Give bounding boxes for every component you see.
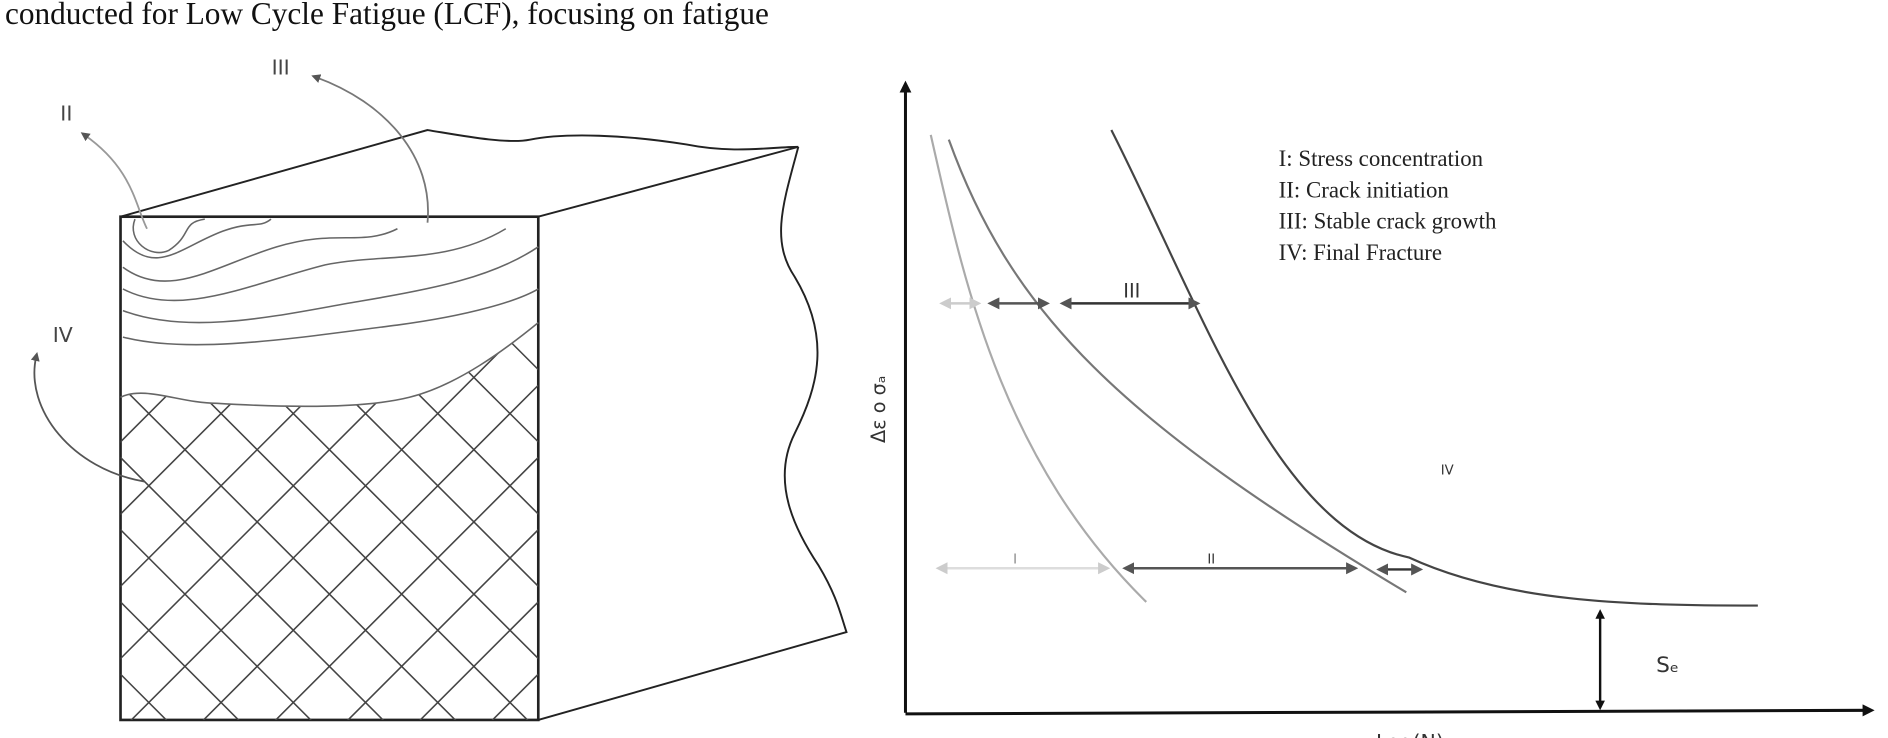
caption: conducted for Low Cycle Fatigue (LCF), f… [5,0,769,31]
legend-entry: I: Stress concentration [1279,146,1484,171]
specimen-label: III [272,56,290,80]
legend-entry: IV: Final Fracture [1279,240,1442,265]
region-label: IV [1441,463,1454,478]
region-label: I [1013,552,1017,567]
specimen [30,74,848,722]
legend-entry: III: Stable crack growth [1279,209,1497,234]
specimen-label: II [60,101,72,125]
fatigue-graph [899,80,1875,717]
legend-entry: II: Crack initiation [1279,177,1450,202]
x-axis-label: Log(N) [1376,730,1444,738]
y-axis-label: Δε o σₐ [867,376,890,443]
specimen-label: IV [53,323,73,347]
endurance-label: Sₑ [1656,653,1679,678]
region-label: III [1123,279,1140,302]
region-label: II [1207,552,1215,567]
